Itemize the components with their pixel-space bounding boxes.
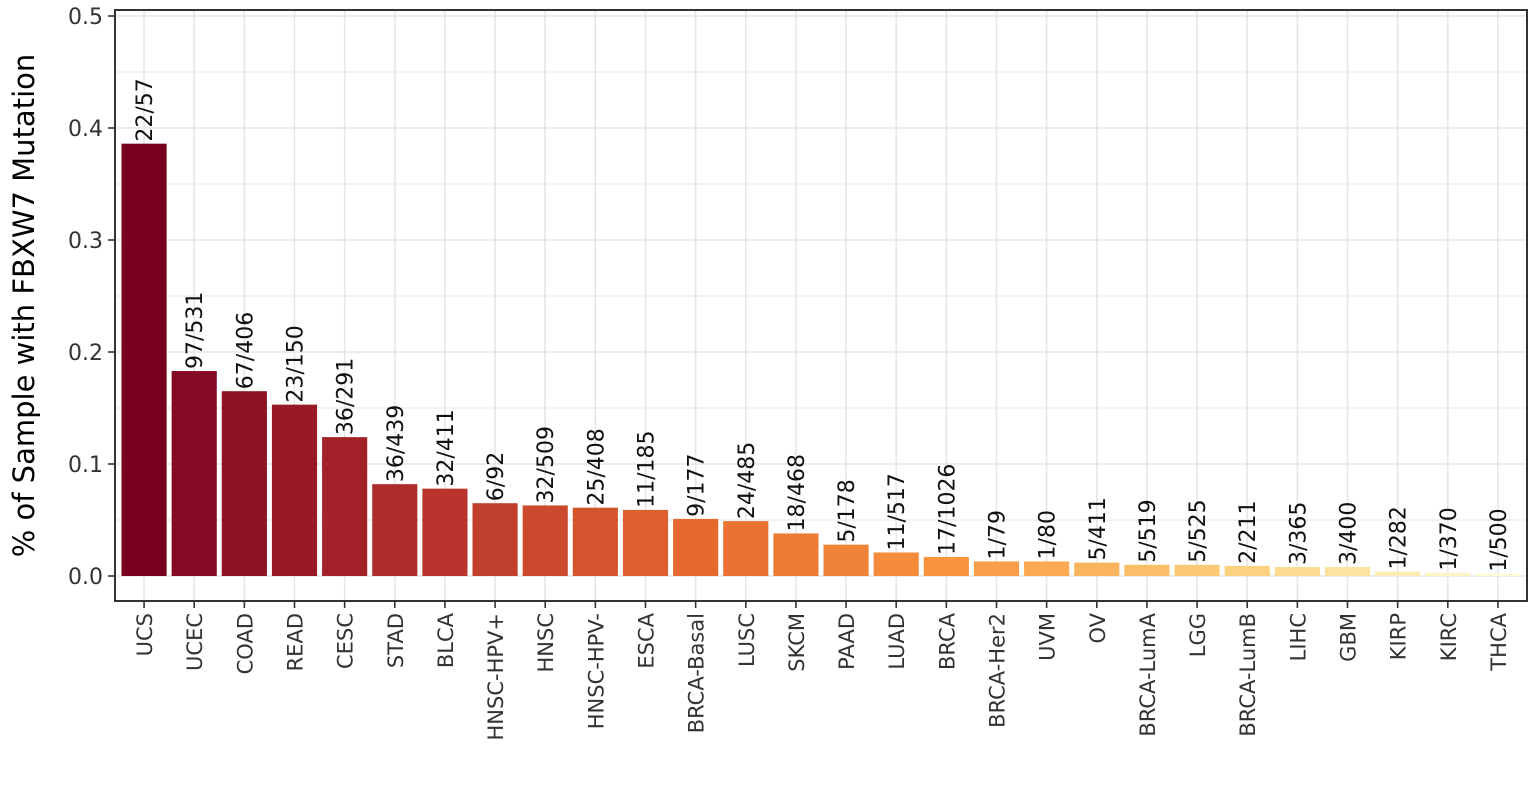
x-tick-label: UVM bbox=[1036, 613, 1060, 661]
x-tick-label: PAAD bbox=[835, 613, 859, 670]
data-label: 3/365 bbox=[1286, 502, 1311, 565]
bar-lusc bbox=[723, 521, 769, 576]
bar-cesc bbox=[322, 437, 368, 576]
x-tick-label: OV bbox=[1086, 612, 1110, 643]
bar-esca bbox=[622, 509, 669, 576]
bar-brca-basal bbox=[673, 518, 719, 576]
x-tick-label: BLCA bbox=[434, 612, 458, 668]
x-tick-label: THCA bbox=[1487, 612, 1511, 671]
x-tick-label: CESC bbox=[334, 613, 358, 669]
y-tick-label: 0.0 bbox=[68, 565, 103, 590]
data-label: 5/411 bbox=[1086, 497, 1111, 560]
y-tick-label: 0.1 bbox=[68, 453, 103, 478]
x-tick-label: STAD bbox=[384, 613, 408, 668]
plot-panel-border bbox=[114, 9, 1528, 602]
x-tick-label: UCEC bbox=[183, 613, 207, 671]
data-label: 1/80 bbox=[1036, 510, 1061, 559]
bar-ucs bbox=[121, 143, 167, 576]
data-label: 11/185 bbox=[635, 431, 660, 508]
x-tick-label: BRCA-LumA bbox=[1136, 612, 1160, 736]
bar-brca-luma bbox=[1124, 564, 1170, 576]
bar-kirc bbox=[1425, 572, 1471, 576]
data-label: 5/519 bbox=[1136, 499, 1161, 562]
data-label: 17/1026 bbox=[935, 464, 960, 555]
bar-stad bbox=[372, 484, 418, 576]
x-tick-label: BRCA-Her2 bbox=[986, 613, 1010, 728]
x-tick-label: ESCA bbox=[635, 612, 659, 668]
bar-read bbox=[271, 404, 318, 576]
data-label: 24/485 bbox=[735, 442, 760, 519]
x-tick-label: LGG bbox=[1186, 613, 1210, 657]
bar-brca bbox=[923, 556, 969, 576]
data-label: 32/411 bbox=[434, 409, 459, 486]
y-tick-label: 0.3 bbox=[68, 229, 103, 254]
bar-blca bbox=[422, 488, 468, 576]
x-tick-label: KIRP bbox=[1387, 613, 1411, 660]
bar-coad bbox=[221, 391, 267, 576]
x-tick-label: COAD bbox=[233, 613, 257, 674]
x-tick-label: BRCA-Basal bbox=[685, 613, 709, 733]
bar-luad bbox=[873, 552, 919, 576]
x-tick-label: BRCA-LumB bbox=[1236, 613, 1260, 737]
y-tick-label: 0.2 bbox=[68, 341, 103, 366]
x-tick-label: BRCA bbox=[935, 612, 959, 670]
bar-brca-lumb bbox=[1224, 565, 1270, 576]
bars bbox=[121, 143, 1521, 576]
x-tick-label: READ bbox=[284, 613, 308, 671]
y-axis-title: % of Sample with FBXW7 Mutation bbox=[7, 54, 41, 558]
bar-hnsc-hpv+ bbox=[472, 503, 518, 576]
bar-ucec bbox=[171, 371, 217, 576]
bar-gbm bbox=[1324, 567, 1371, 576]
data-label: 23/150 bbox=[284, 325, 309, 402]
x-tick-label: LIHC bbox=[1286, 613, 1310, 661]
x-tick-label: LUAD bbox=[885, 613, 909, 670]
data-label: 5/525 bbox=[1186, 499, 1211, 562]
bar-hnsc-hpv- bbox=[572, 507, 618, 576]
data-label: 1/79 bbox=[986, 510, 1011, 559]
bar-skcm bbox=[773, 533, 819, 576]
data-label: 6/92 bbox=[484, 452, 509, 501]
x-tick-label: HNSC-HPV+ bbox=[484, 613, 508, 741]
x-tick-label: KIRC bbox=[1437, 613, 1461, 661]
data-label: 1/282 bbox=[1387, 506, 1412, 569]
data-label: 25/408 bbox=[584, 428, 609, 505]
x-tick-label: UCS bbox=[133, 613, 157, 656]
data-label: 67/406 bbox=[233, 312, 258, 389]
data-label: 36/439 bbox=[384, 405, 409, 482]
data-label: 2/211 bbox=[1236, 501, 1261, 564]
bar-lgg bbox=[1174, 564, 1220, 576]
data-label: 1/500 bbox=[1487, 508, 1512, 571]
bar-lihc bbox=[1274, 567, 1320, 576]
bar-ov bbox=[1074, 562, 1120, 576]
data-label: 11/517 bbox=[885, 473, 910, 550]
data-label: 22/57 bbox=[133, 78, 158, 141]
y-tick-label: 0.4 bbox=[68, 117, 103, 142]
data-label: 32/509 bbox=[534, 426, 559, 503]
y-tick-label: 0.5 bbox=[68, 5, 103, 30]
bar-thca bbox=[1475, 573, 1521, 576]
x-tick-label: LUSC bbox=[735, 613, 759, 667]
bar-brca-her2 bbox=[973, 561, 1020, 576]
data-label: 1/370 bbox=[1437, 507, 1462, 570]
x-tick-label: GBM bbox=[1337, 613, 1361, 662]
data-labels: 22/57 97/531 67/406 23/150 36/291 36/439 32/41… bbox=[133, 78, 1512, 571]
x-axis-ticks: UCS UCEC COAD READ CESC STAD BLCA HNSC-HPV+ HNSC… bbox=[133, 601, 1511, 741]
x-tick-label: SKCM bbox=[785, 613, 809, 672]
x-tick-label: HNSC bbox=[534, 613, 558, 673]
bar-kirp bbox=[1375, 571, 1421, 576]
bar-paad bbox=[823, 544, 869, 576]
data-label: 36/291 bbox=[334, 358, 359, 435]
data-label: 18/468 bbox=[785, 454, 810, 531]
bar-hnsc bbox=[522, 505, 568, 576]
bar-uvm bbox=[1024, 561, 1070, 576]
data-label: 9/177 bbox=[685, 453, 710, 516]
data-label: 5/178 bbox=[835, 479, 860, 542]
y-axis-ticks: 0.0 0.1 0.2 0.3 0.4 0.5 bbox=[68, 5, 115, 590]
data-label: 97/531 bbox=[183, 292, 208, 369]
x-tick-label: HNSC-HPV- bbox=[584, 613, 608, 729]
data-label: 3/400 bbox=[1337, 502, 1362, 565]
